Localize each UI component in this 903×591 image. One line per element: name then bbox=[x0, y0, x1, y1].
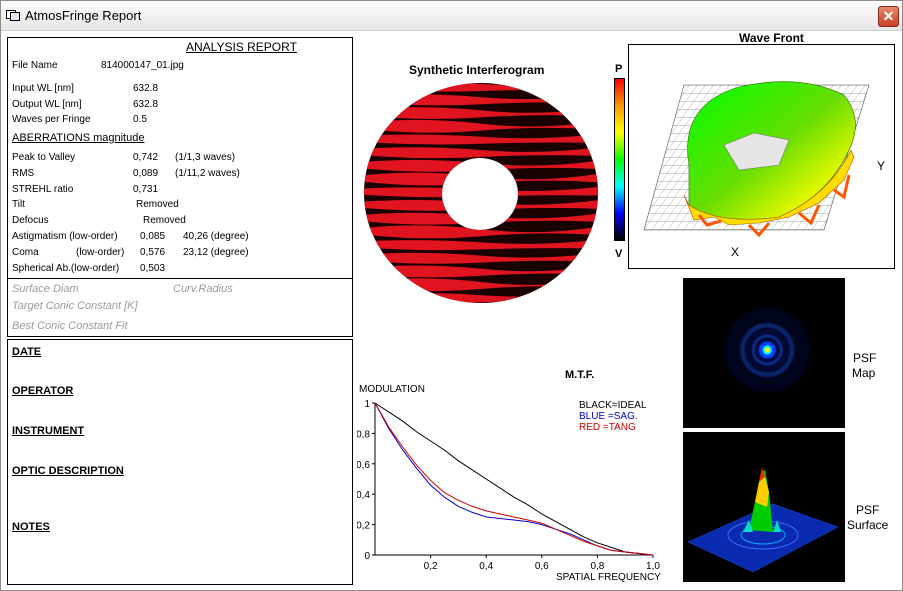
fringe-band bbox=[364, 265, 598, 278]
mtf-axes: 0 0,2 0,4 0,6 0,8 1 0,2 0,4 0,6 0,8 1,0 bbox=[357, 399, 660, 572]
curv-radius-label: Curv.Radius bbox=[173, 283, 233, 295]
p2v-extra: (1/1,3 waves) bbox=[175, 152, 236, 163]
p2v-value: 0,742 bbox=[133, 152, 159, 163]
aberrations-header: ABERRATIONS magnitude bbox=[12, 132, 145, 144]
p2v-label: Peak to Valley bbox=[12, 152, 76, 163]
notes-panel: DATE OPERATOR INSTRUMENT OPTIC DESCRIPTI… bbox=[7, 339, 353, 585]
fringe-band bbox=[364, 119, 598, 133]
waves-value: 0.5 bbox=[133, 114, 147, 125]
mtf-x-tick-label: 0,2 bbox=[424, 561, 438, 572]
mtf-x-tick-label: 0,4 bbox=[479, 561, 493, 572]
scale-bottom-label: V bbox=[615, 248, 623, 260]
coma-extra: 23,12 (degree) bbox=[183, 247, 249, 258]
mtf-xlabel: SPATIAL FREQUENCY bbox=[556, 572, 661, 583]
rms-value: 0,089 bbox=[133, 168, 159, 179]
file-name-label: File Name bbox=[12, 60, 58, 71]
strehl-label: STREHL ratio bbox=[12, 184, 74, 195]
strehl-value: 0,731 bbox=[133, 184, 159, 195]
mtf-lines bbox=[374, 402, 654, 556]
notes-field[interactable]: NOTES bbox=[12, 521, 50, 533]
interferogram bbox=[364, 83, 598, 303]
input-wl-label: Input WL [nm] bbox=[12, 83, 74, 94]
astig-label: Astigmatism (low-order) bbox=[12, 231, 118, 242]
psf-surface bbox=[683, 432, 845, 582]
mtf-x-tick-label: 0,6 bbox=[535, 561, 549, 572]
window-title: AtmosFringe Report bbox=[25, 8, 142, 23]
tilt-label: Tilt bbox=[12, 199, 25, 210]
interferogram-title: Synthetic Interferogram bbox=[409, 63, 545, 77]
mtf-chart: M.T.F. MODULATION SPATIAL FREQUENCY 0 0,2… bbox=[357, 369, 661, 583]
astig-value: 0,085 bbox=[140, 231, 166, 242]
psf-surface-label-1: PSF bbox=[856, 503, 880, 517]
psf-surface-plot bbox=[687, 468, 839, 573]
color-scale-bar bbox=[614, 78, 625, 241]
astig-extra: 40,26 (degree) bbox=[183, 231, 249, 242]
report-header: ANALYSIS REPORT bbox=[186, 40, 297, 54]
instrument-field[interactable]: INSTRUMENT bbox=[12, 425, 85, 437]
psf-surface-label-2: Surface bbox=[847, 518, 889, 532]
fringe-band bbox=[364, 147, 598, 159]
mtf-y-tick-label: 1 bbox=[364, 399, 370, 410]
report-divider bbox=[8, 278, 352, 279]
psf-map-label-2: Map bbox=[852, 366, 876, 380]
wavefront-y-label: Y bbox=[877, 159, 886, 173]
output-wl-label: Output WL [nm] bbox=[12, 99, 82, 110]
tilt-value: Removed bbox=[136, 199, 179, 210]
mtf-y-tick-label: 0,4 bbox=[357, 490, 370, 501]
fringe-band bbox=[364, 133, 598, 145]
fringe-band bbox=[364, 252, 598, 264]
rms-label: RMS bbox=[12, 168, 35, 179]
app-icon bbox=[6, 10, 20, 21]
analysis-report-panel: ANALYSIS REPORT File Name 814000147_01.j… bbox=[7, 37, 353, 337]
mtf-x-tick-label: 0,8 bbox=[590, 561, 604, 572]
title-bar[interactable]: AtmosFringe Report ✕ bbox=[1, 1, 902, 31]
fringe-band bbox=[364, 83, 598, 92]
coma-value: 0,576 bbox=[140, 247, 166, 258]
scale-top-label: P bbox=[615, 63, 623, 75]
defocus-value: Removed bbox=[143, 215, 186, 226]
psf-map-label-1: PSF bbox=[853, 351, 877, 365]
rms-extra: (1/11,2 waves) bbox=[175, 168, 240, 179]
fringe-band bbox=[364, 225, 598, 239]
mtf-x-tick-label: 1,0 bbox=[646, 561, 660, 572]
mtf-y-tick-label: 0,6 bbox=[357, 460, 370, 471]
mtf-ylabel: MODULATION bbox=[359, 384, 425, 395]
fringe-bands bbox=[364, 83, 598, 303]
mtf-y-tick-label: 0,8 bbox=[357, 429, 370, 440]
best-conic-label: Best Conic Constant Fit bbox=[12, 320, 128, 332]
mtf-legend-entry: RED =TANG bbox=[579, 422, 636, 433]
wavefront-x-label: X bbox=[731, 245, 740, 259]
surface-diam-label: Surface Diam bbox=[12, 283, 79, 295]
input-wl-value: 632.8 bbox=[133, 83, 159, 94]
mtf-y-tick-label: 0 bbox=[364, 551, 370, 562]
defocus-label: Defocus bbox=[12, 215, 49, 226]
wavefront-surface bbox=[643, 81, 870, 238]
coma-order: (low-order) bbox=[76, 247, 125, 258]
mtf-legend-entry: BLUE =SAG. bbox=[579, 411, 638, 422]
mtf-y-tick-label: 0,2 bbox=[357, 521, 370, 532]
mtf-series-ideal bbox=[374, 402, 654, 556]
mtf-title: M.T.F. bbox=[565, 369, 594, 381]
mtf-legend-entry: BLACK=IDEAL bbox=[579, 400, 647, 411]
fringe-band bbox=[364, 239, 598, 251]
coma-label: Coma bbox=[12, 247, 39, 258]
fringe-band bbox=[364, 107, 598, 119]
wavefront-panel bbox=[628, 44, 895, 269]
wavefront-title: Wave Front bbox=[739, 31, 804, 45]
waves-label: Waves per Fringe bbox=[12, 114, 91, 125]
optic-description-field[interactable]: OPTIC DESCRIPTION bbox=[12, 465, 124, 477]
output-wl-value: 632.8 bbox=[133, 99, 159, 110]
spherical-label: Spherical Ab.(low-order) bbox=[12, 263, 120, 274]
date-field[interactable]: DATE bbox=[12, 346, 42, 358]
operator-field[interactable]: OPERATOR bbox=[12, 385, 74, 397]
target-conic-label: Target Conic Constant [K] bbox=[12, 300, 138, 312]
psf-map bbox=[683, 278, 845, 428]
file-name-value: 814000147_01.jpg bbox=[101, 60, 184, 71]
spherical-value: 0,503 bbox=[140, 263, 166, 274]
mtf-series-tang bbox=[374, 402, 654, 556]
close-button[interactable]: ✕ bbox=[878, 6, 899, 27]
